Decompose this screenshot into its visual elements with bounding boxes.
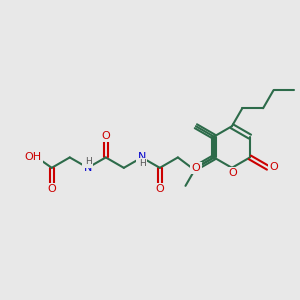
Text: H: H [139,159,146,168]
Text: H: H [85,158,92,166]
Text: O: O [269,162,278,172]
Text: OH: OH [25,152,42,162]
Text: O: O [155,184,164,194]
Text: O: O [228,168,237,178]
Text: O: O [101,131,110,141]
Text: N: N [138,152,146,162]
Text: O: O [191,163,200,173]
Text: N: N [84,163,92,173]
Text: O: O [47,184,56,194]
